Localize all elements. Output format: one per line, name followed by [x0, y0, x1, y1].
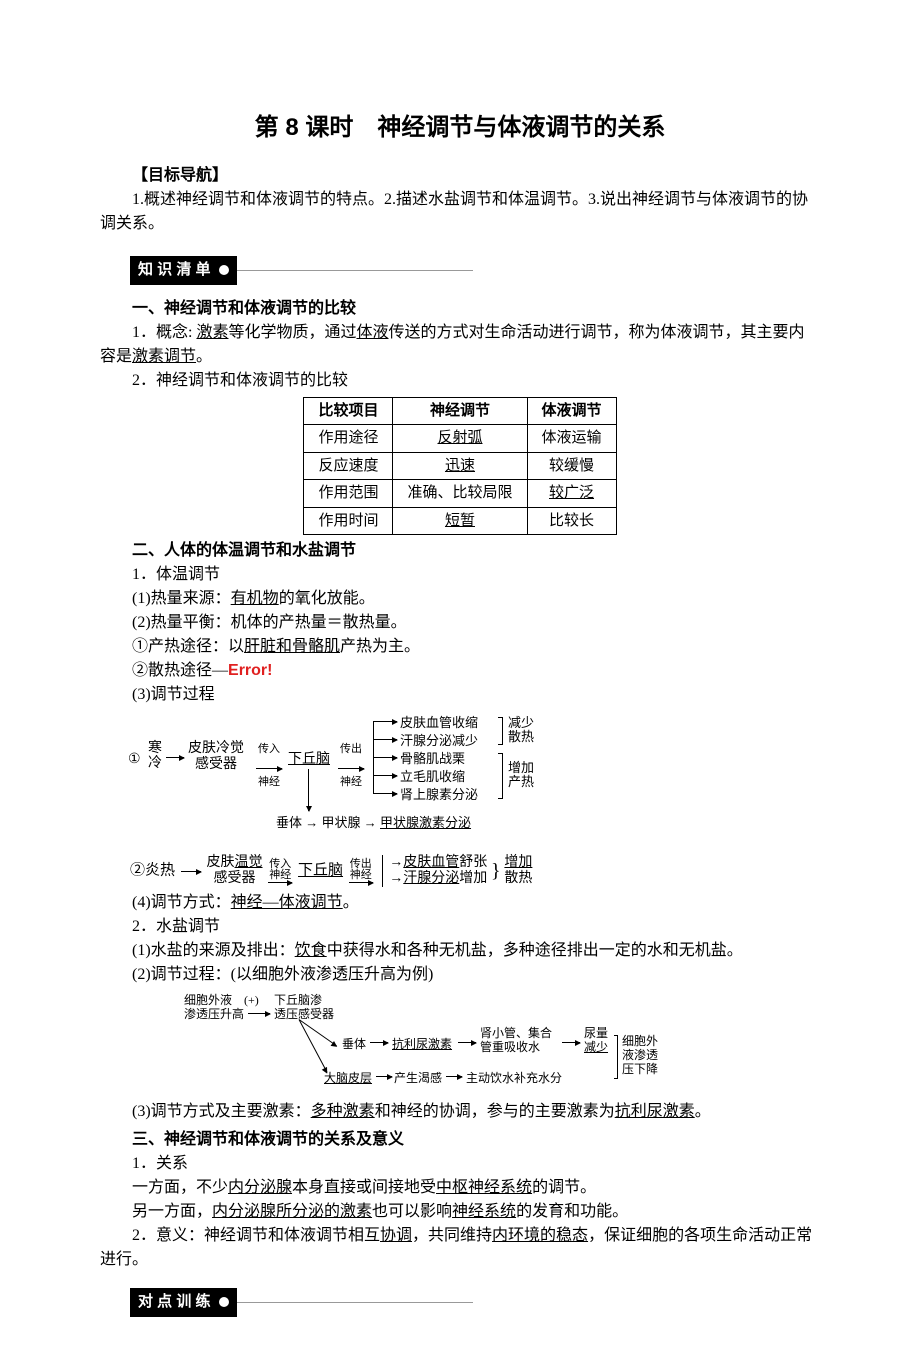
sec3-p1: 1．关系 — [100, 1152, 820, 1176]
table-cell: 作用范围 — [304, 480, 393, 508]
sec3-p1a: 一方面，不少内分泌腺本身直接或间接地受中枢神经系统的调节。 — [100, 1176, 820, 1200]
sec2-pt1b: (2)热量平衡：机体的产热量＝散热量。 — [100, 611, 820, 635]
section-label-text: 知 识 清 单 — [138, 261, 211, 278]
section-label-exercise: 对 点 训 练 — [100, 1282, 820, 1325]
flow1-n1: 皮肤冷觉感受器 — [188, 741, 244, 773]
sec1-heading: 一、神经调节和体液调节的比较 — [100, 297, 820, 321]
flow1-g1: 减少散热 — [508, 716, 534, 745]
table-row: 作用途径反射弧体液运输 — [304, 425, 616, 453]
table-cell: 反应速度 — [304, 452, 393, 480]
table-cell: 较缓慢 — [527, 452, 616, 480]
flow1-out5: 肾上腺素分泌 — [400, 785, 478, 805]
table-cell: 作用时间 — [304, 507, 393, 535]
table-cell: 反射弧 — [393, 425, 527, 453]
sec2-heading: 二、人体的体温调节和水盐调节 — [100, 539, 820, 563]
table-row: 反应速度迅速较缓慢 — [304, 452, 616, 480]
comparison-table: 比较项目神经调节体液调节 作用途径反射弧体液运输反应速度迅速较缓慢作用范围准确、… — [303, 397, 616, 536]
flow1-out2: 汗腺分泌减少 — [400, 731, 478, 751]
table-cell: 迅速 — [393, 452, 527, 480]
sec3-heading: 三、神经调节和体液调节的关系及意义 — [100, 1128, 820, 1152]
flow1-start: 寒 冷 — [148, 741, 162, 772]
table-header: 体液调节 — [527, 397, 616, 425]
sec1-p2: 2．神经调节和体液调节的比较 — [100, 369, 820, 393]
flow1-out3: 骨骼肌战栗 — [400, 749, 465, 769]
sec2-pt1: 1．体温调节 — [100, 563, 820, 587]
sec2-pt2a: (1)水盐的来源及排出：饮食中获得水和各种无机盐，多种途径排出一定的水和无机盐。 — [100, 939, 820, 963]
table-header: 比较项目 — [304, 397, 393, 425]
sec2-pt2: 2．水盐调节 — [100, 915, 820, 939]
flow1-g2: 增加产热 — [508, 761, 534, 790]
flow1-out1: 皮肤血管收缩 — [400, 713, 478, 733]
table-cell: 短暂 — [393, 507, 527, 535]
sec2-pt1d: ②散热途径—Error! — [100, 659, 820, 683]
table-row: 作用范围准确、比较局限较广泛 — [304, 480, 616, 508]
sec2-pt1f: (4)调节方式：神经—体液调节。 — [100, 891, 820, 915]
sec2-pt2c: (3)调节方式及主要激素：多种激素和神经的协调，参与的主要激素为抗利尿激素。 — [100, 1100, 820, 1124]
table-cell: 比较长 — [527, 507, 616, 535]
flow1-bottom: 垂体 → 甲状腺 → 甲状腺激素分泌 — [276, 813, 471, 833]
sec1-p1: 1．概念: 激素等化学物质，通过体液传送的方式对生命活动进行调节，称为体液调节，… — [100, 321, 820, 369]
table-row: 作用时间短暂比较长 — [304, 507, 616, 535]
sec3-p1b: 另一方面，内分泌腺所分泌的激素也可以影响神经系统的发育和功能。 — [100, 1200, 820, 1224]
flow1-out4: 立毛肌收缩 — [400, 767, 465, 787]
sec2-pt1a: (1)热量来源：有机物的氧化放能。 — [100, 587, 820, 611]
section-label-knowledge: 知 识 清 单 — [100, 250, 820, 293]
sec2-pt1e: (3)调节过程 — [100, 683, 820, 707]
water-salt-diagram: 细胞外液 (+) 下丘脑渗 渗透压升高 透压感受器 垂体 抗利尿激素 肾小管、集… — [184, 991, 744, 1096]
sec3-p2: 2．意义：神经调节和体液调节相互协调，共同维持内环境的稳态，保证细胞的各项生命活… — [100, 1224, 820, 1272]
sec2-pt1c: ①产热途径：以肝脏和骨骼肌产热为主。 — [100, 635, 820, 659]
flow1-num: ① — [128, 749, 141, 770]
table-cell: 较广泛 — [527, 480, 616, 508]
goals-text: 1.概述神经调节和体液调节的特点。2.描述水盐调节和体温调节。3.说出神经调节与… — [100, 188, 820, 236]
table-header: 神经调节 — [393, 397, 527, 425]
table-cell: 作用途径 — [304, 425, 393, 453]
page-title: 第 8 课时 神经调节与体液调节的关系 — [100, 110, 820, 146]
goals-heading: 【目标导航】 — [100, 164, 820, 188]
cold-regulation-diagram: ① 寒 冷 皮肤冷觉感受器 传入 神经 下丘脑 传出 神经 皮肤血管收缩 汗腺分… — [128, 713, 728, 843]
sec2-pt2b: (2)调节过程：(以细胞外液渗透压升高为例) — [100, 963, 820, 987]
table-cell: 体液运输 — [527, 425, 616, 453]
hot-regulation-diagram: ②炎热 皮肤温觉感受器 传入 神经 下丘脑 传出 神经 →皮肤血管舒张 →汗腺分… — [130, 855, 820, 887]
table-cell: 准确、比较局限 — [393, 480, 527, 508]
flow1-hypothalamus: 下丘脑 — [288, 749, 330, 770]
